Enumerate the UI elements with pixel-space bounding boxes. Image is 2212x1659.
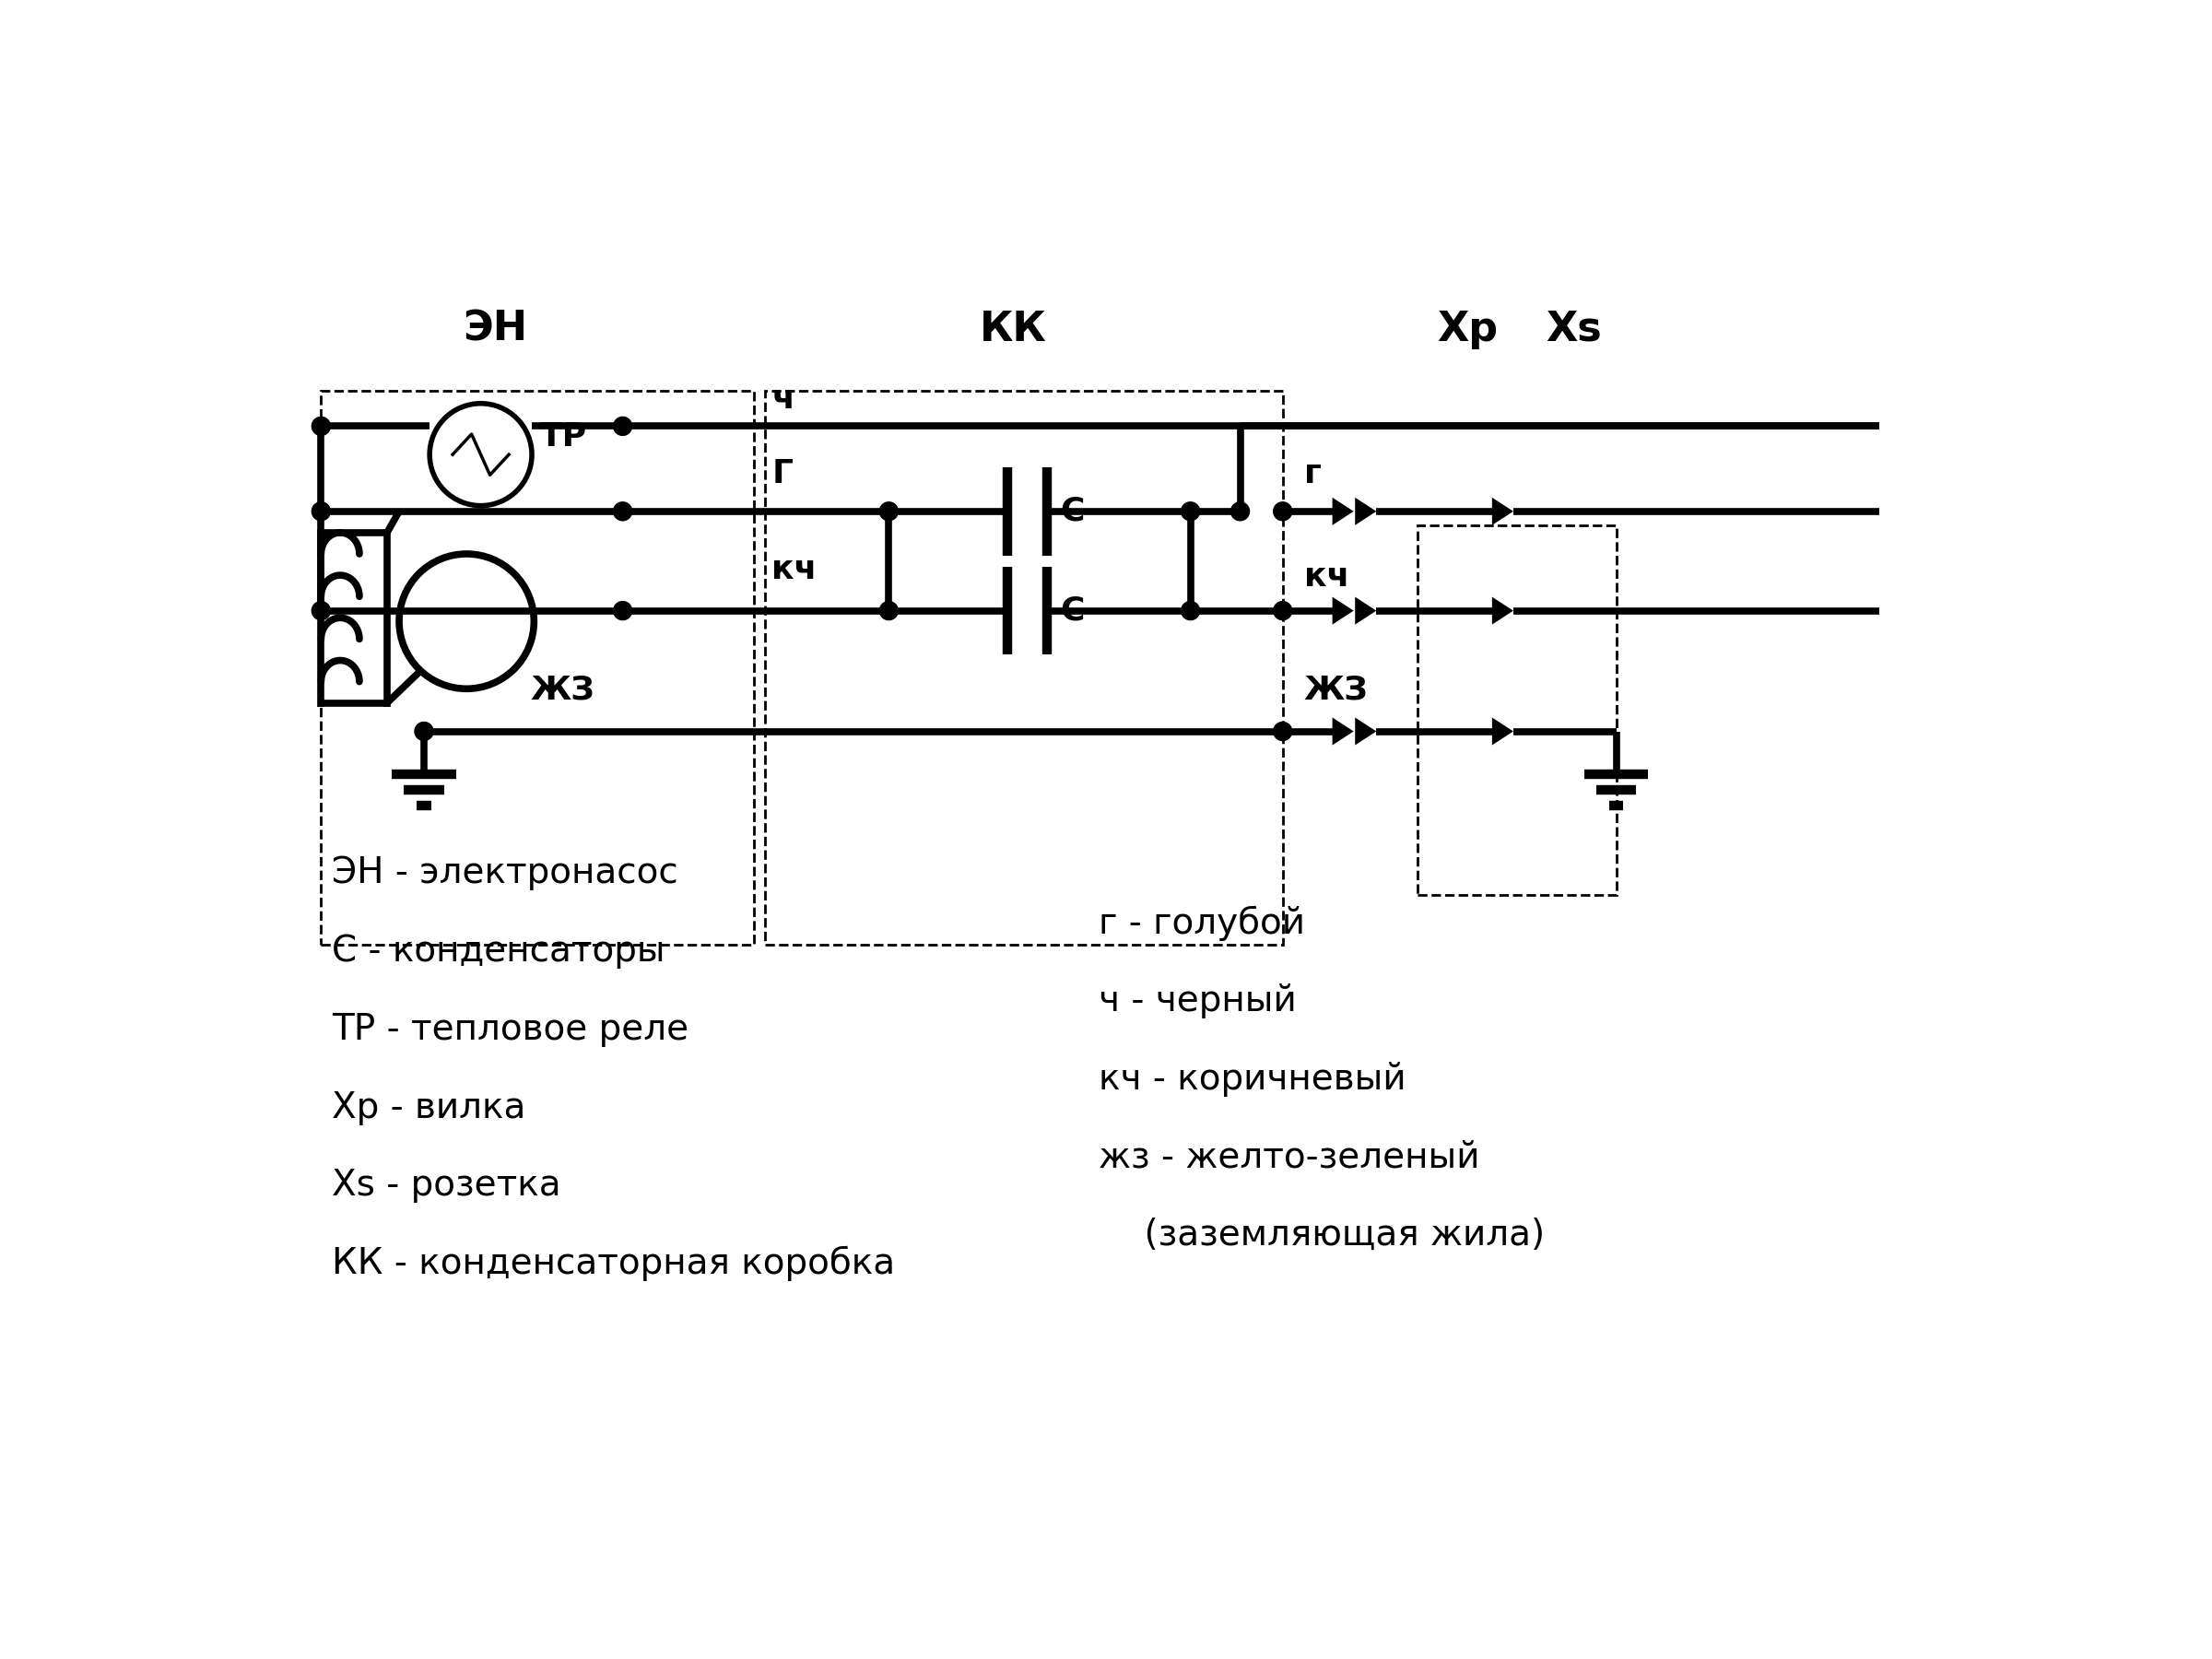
Polygon shape xyxy=(1493,717,1513,745)
Text: ТР - тепловое реле: ТР - тепловое реле xyxy=(332,1012,688,1047)
Text: Хp - вилка: Хp - вилка xyxy=(332,1090,526,1125)
Text: кч: кч xyxy=(772,554,816,586)
Text: ЭН: ЭН xyxy=(462,310,526,350)
Text: ЭН - электронасос: ЭН - электронасос xyxy=(332,856,679,891)
Text: (заземляющая жила): (заземляющая жила) xyxy=(1097,1218,1544,1253)
Text: C: C xyxy=(1060,596,1084,627)
Circle shape xyxy=(1181,602,1199,620)
Circle shape xyxy=(613,602,633,620)
Text: Xs: Xs xyxy=(1546,310,1601,350)
Text: ЖЗ: ЖЗ xyxy=(1305,675,1369,705)
Bar xyxy=(1418,526,1617,894)
Text: кч: кч xyxy=(1305,561,1349,592)
Polygon shape xyxy=(1356,498,1376,526)
Text: Хs - розетка: Хs - розетка xyxy=(332,1168,562,1203)
Circle shape xyxy=(880,503,898,521)
Text: ТР: ТР xyxy=(540,421,588,453)
Circle shape xyxy=(312,602,330,620)
Circle shape xyxy=(880,602,898,620)
Text: Г: Г xyxy=(772,458,792,489)
Polygon shape xyxy=(1332,597,1354,624)
Polygon shape xyxy=(1332,717,1354,745)
Bar xyxy=(765,392,1283,944)
Text: С - конденсаторы: С - конденсаторы xyxy=(332,934,666,969)
Text: ч: ч xyxy=(772,383,794,415)
Polygon shape xyxy=(1332,498,1354,526)
Text: КК - конденсаторная коробка: КК - конденсаторная коробка xyxy=(332,1246,896,1281)
Circle shape xyxy=(1274,722,1292,740)
Polygon shape xyxy=(1493,498,1513,526)
Circle shape xyxy=(1274,503,1292,521)
Text: Xp: Xp xyxy=(1438,310,1498,350)
Bar xyxy=(321,392,754,944)
Polygon shape xyxy=(1356,717,1376,745)
Text: жз - желто-зеленый: жз - желто-зеленый xyxy=(1097,1140,1480,1175)
Text: г: г xyxy=(1305,458,1321,489)
Text: кч - коричневый: кч - коричневый xyxy=(1097,1062,1405,1097)
Polygon shape xyxy=(1493,597,1513,624)
Circle shape xyxy=(1274,602,1292,620)
Text: г - голубой: г - голубой xyxy=(1097,906,1305,941)
Circle shape xyxy=(613,503,633,521)
Text: ч - черный: ч - черный xyxy=(1097,984,1296,1019)
Circle shape xyxy=(312,503,330,521)
Polygon shape xyxy=(1356,597,1376,624)
Circle shape xyxy=(1181,503,1199,521)
Circle shape xyxy=(414,722,434,740)
Text: C: C xyxy=(1060,496,1084,528)
Text: ЖЗ: ЖЗ xyxy=(531,675,595,705)
Circle shape xyxy=(613,416,633,435)
Circle shape xyxy=(1230,503,1250,521)
Circle shape xyxy=(312,416,330,435)
Text: КК: КК xyxy=(980,310,1046,350)
